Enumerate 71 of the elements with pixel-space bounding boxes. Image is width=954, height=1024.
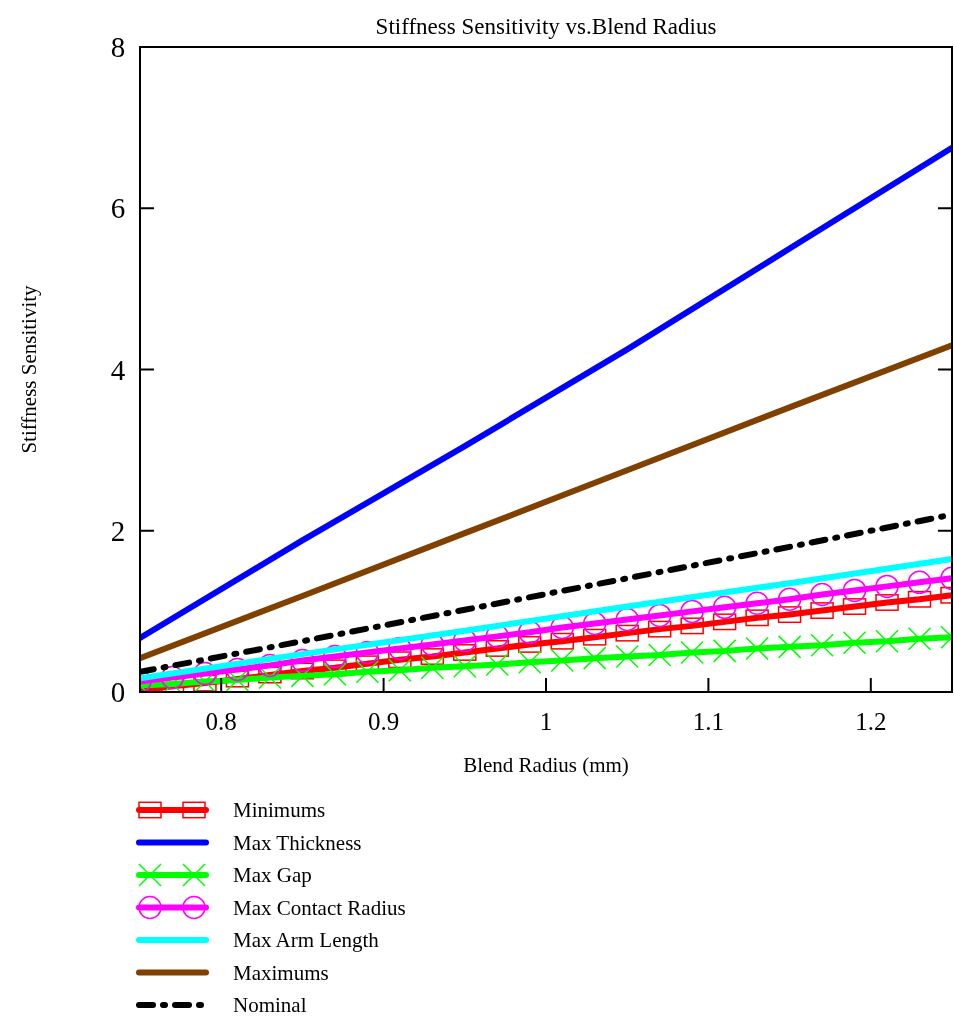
point <box>680 640 704 665</box>
legend-label: Nominal <box>233 993 307 1018</box>
point <box>258 653 282 678</box>
legend-label: Maximums <box>233 960 329 985</box>
point <box>647 643 672 667</box>
y-tick-label: 0 <box>110 676 126 709</box>
point <box>453 654 477 678</box>
x-tick-label: 1.2 <box>855 708 887 735</box>
y-tick-label: 8 <box>110 31 126 64</box>
point <box>582 628 607 646</box>
point <box>745 609 769 627</box>
x-tick-label: 1.1 <box>692 708 725 735</box>
point <box>485 652 510 677</box>
point <box>777 606 802 624</box>
point <box>712 613 737 631</box>
point <box>777 587 802 612</box>
point <box>160 665 185 690</box>
legend-label: Minimums <box>233 798 326 823</box>
point <box>680 617 704 635</box>
point <box>875 629 899 653</box>
x-axis-title: Blend Radius (mm) <box>463 753 629 777</box>
point <box>842 631 867 655</box>
point <box>907 627 932 651</box>
point <box>615 607 639 632</box>
y-tick-label: 2 <box>110 514 126 547</box>
legend-label: Max Arm Length <box>233 928 380 953</box>
point <box>907 590 932 608</box>
point <box>420 656 445 680</box>
point <box>550 648 574 673</box>
point <box>582 646 607 670</box>
point <box>712 639 737 663</box>
point <box>323 644 347 669</box>
point <box>225 657 250 682</box>
point <box>745 591 769 616</box>
point <box>842 578 867 603</box>
legend-label: Max Gap <box>233 863 312 888</box>
legend-label: Max Contact Radius <box>233 895 406 920</box>
point <box>550 632 574 650</box>
point <box>777 635 802 659</box>
point <box>518 635 542 653</box>
point <box>615 624 639 642</box>
point <box>355 640 380 665</box>
point <box>810 633 834 657</box>
x-tick-label: 1 <box>539 708 553 735</box>
point <box>388 658 412 682</box>
chart-title: Stiffness Sensitivity vs.Blend Radius <box>375 14 717 39</box>
point <box>355 660 380 684</box>
point <box>907 570 932 595</box>
point <box>810 582 834 607</box>
point <box>518 650 542 674</box>
point <box>258 665 282 690</box>
point <box>193 661 217 686</box>
point <box>453 644 477 661</box>
point <box>745 636 769 661</box>
point <box>582 611 607 636</box>
point <box>323 662 347 687</box>
point <box>875 574 899 599</box>
point <box>680 599 704 624</box>
y-tick-label: 6 <box>110 192 126 225</box>
point <box>615 644 639 669</box>
point <box>647 620 672 638</box>
point <box>875 594 899 611</box>
y-axis-title: Stiffness Sensitivity <box>17 284 41 454</box>
x-tick-label: 0.9 <box>367 708 400 735</box>
y-tick-label: 4 <box>110 353 126 386</box>
point <box>810 602 834 620</box>
point <box>647 603 672 628</box>
legend-label: Max Thickness <box>233 830 362 855</box>
point <box>290 664 315 688</box>
x-tick-label: 0.8 <box>205 708 237 735</box>
point <box>712 595 737 620</box>
